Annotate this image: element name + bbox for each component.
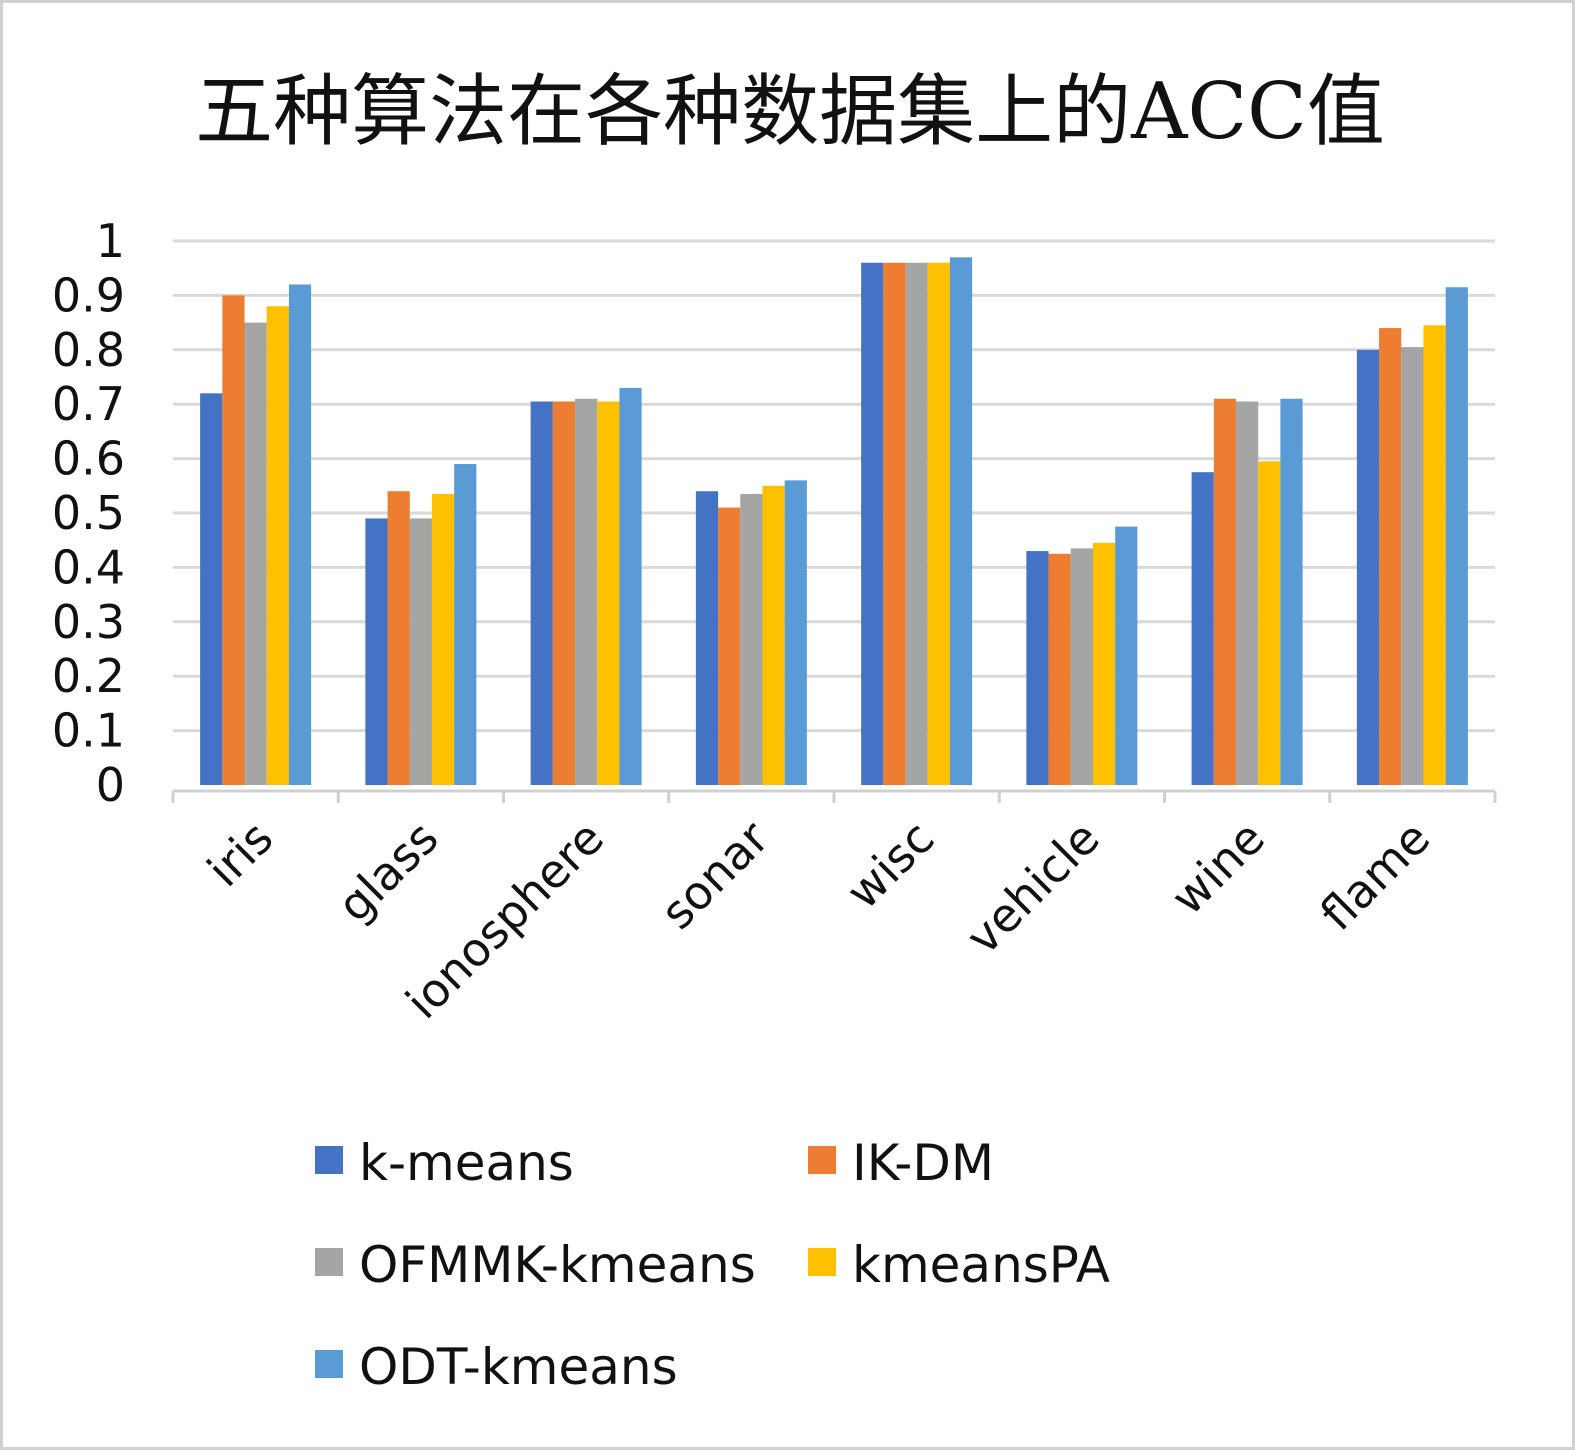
bar-sonar-IK-DM <box>718 507 741 785</box>
x-tick-label: glass <box>327 811 449 933</box>
y-tick-label: 1 <box>96 214 125 268</box>
bar-iris-IK-DM <box>222 295 245 785</box>
legend-label: k-means <box>359 1134 574 1192</box>
bar-glass-OFMMK-kmeans <box>409 518 432 785</box>
chart-title: 五种算法在各种数据集上的ACC值 <box>195 67 1385 157</box>
y-tick-label: 0.9 <box>52 268 125 322</box>
legend: k-means IK-DM OFMMK-kmeans kmeansPA ODT-kmea… <box>315 1134 1110 1396</box>
bar-sonar-kmeansPA <box>762 485 785 785</box>
bar-wine-kmeansPA <box>1258 461 1281 785</box>
bar-vehicle-IK-DM <box>1048 553 1071 785</box>
y-axis-ticks: 00.10.20.30.40.50.60.70.80.91 <box>52 214 125 812</box>
legend-label: ODT-kmeans <box>359 1338 678 1396</box>
y-tick-label: 0 <box>96 758 125 812</box>
x-tick-label: iris <box>197 811 284 898</box>
y-tick-label: 0.4 <box>52 540 125 594</box>
bar-wine-k-means <box>1191 472 1214 785</box>
x-tick-label: wisc <box>836 811 945 920</box>
bar-sonar-k-means <box>695 491 719 785</box>
legend-swatch-ODT-kmeans <box>315 1350 343 1378</box>
bar-vehicle-k-means <box>1026 551 1049 785</box>
bar-wisc-ODT-kmeans <box>949 257 973 785</box>
bar-wisc-IK-DM <box>883 262 906 785</box>
bar-wisc-kmeansPA <box>927 262 950 785</box>
bar-wine-ODT-kmeans <box>1280 398 1303 785</box>
y-tick-label: 0.7 <box>52 377 125 431</box>
bar-glass-kmeansPA <box>431 493 455 785</box>
bar-ionosphere-OFMMK-kmeans <box>575 398 598 785</box>
bar-ionosphere-kmeansPA <box>597 401 620 785</box>
legend-swatch-kmeansPA <box>808 1248 836 1276</box>
bar-wine-IK-DM <box>1213 398 1237 785</box>
bar-vehicle-kmeansPA <box>1092 542 1116 785</box>
bar-ionosphere-k-means <box>530 401 553 785</box>
y-tick-label: 0.1 <box>52 704 125 758</box>
x-axis <box>171 789 1497 803</box>
y-tick-label: 0.3 <box>52 595 125 649</box>
bar-glass-ODT-kmeans <box>454 464 477 785</box>
bar-iris-OFMMK-kmeans <box>244 322 267 785</box>
x-tick-label: wine <box>1160 811 1274 925</box>
bar-wisc-OFMMK-kmeans <box>905 262 928 785</box>
legend-swatch-IK-DM <box>808 1146 836 1174</box>
bar-iris-ODT-kmeans <box>288 284 312 785</box>
legend-label: IK-DM <box>852 1134 994 1192</box>
legend-swatch-k-means <box>315 1146 343 1174</box>
bar-flame-ODT-kmeans <box>1445 287 1468 785</box>
bar-wisc-k-means <box>861 262 884 785</box>
legend-label: OFMMK-kmeans <box>359 1236 756 1294</box>
bar-flame-kmeansPA <box>1423 325 1446 785</box>
bar-iris-kmeansPA <box>266 306 289 785</box>
bars <box>200 257 1468 785</box>
y-tick-label: 0.8 <box>52 323 125 377</box>
x-tick-label: flame <box>1310 811 1440 941</box>
bar-ionosphere-IK-DM <box>552 401 576 785</box>
bar-sonar-ODT-kmeans <box>784 480 807 785</box>
x-tick-label: sonar <box>650 811 779 940</box>
y-tick-label: 0.6 <box>52 432 125 486</box>
bar-glass-k-means <box>365 518 388 785</box>
bar-wine-OFMMK-kmeans <box>1236 401 1259 785</box>
y-tick-label: 0.5 <box>52 486 125 540</box>
bar-vehicle-OFMMK-kmeans <box>1070 548 1093 785</box>
bar-flame-OFMMK-kmeans <box>1401 347 1424 785</box>
bar-flame-k-means <box>1356 349 1380 785</box>
bar-chart: 五种算法在各种数据集上的ACC值 00.10.20.30.40.50.60.70… <box>52 67 1497 1396</box>
bar-ionosphere-ODT-kmeans <box>619 387 642 785</box>
bar-flame-IK-DM <box>1379 328 1402 785</box>
bar-iris-k-means <box>200 393 223 785</box>
bar-sonar-OFMMK-kmeans <box>740 493 763 785</box>
bar-glass-IK-DM <box>387 491 410 785</box>
legend-swatch-OFMMK-kmeans <box>315 1248 343 1276</box>
y-tick-label: 0.2 <box>52 649 125 703</box>
x-tick-label: vehicle <box>956 811 1110 965</box>
legend-label: kmeansPA <box>852 1236 1110 1294</box>
bar-vehicle-ODT-kmeans <box>1115 526 1138 785</box>
